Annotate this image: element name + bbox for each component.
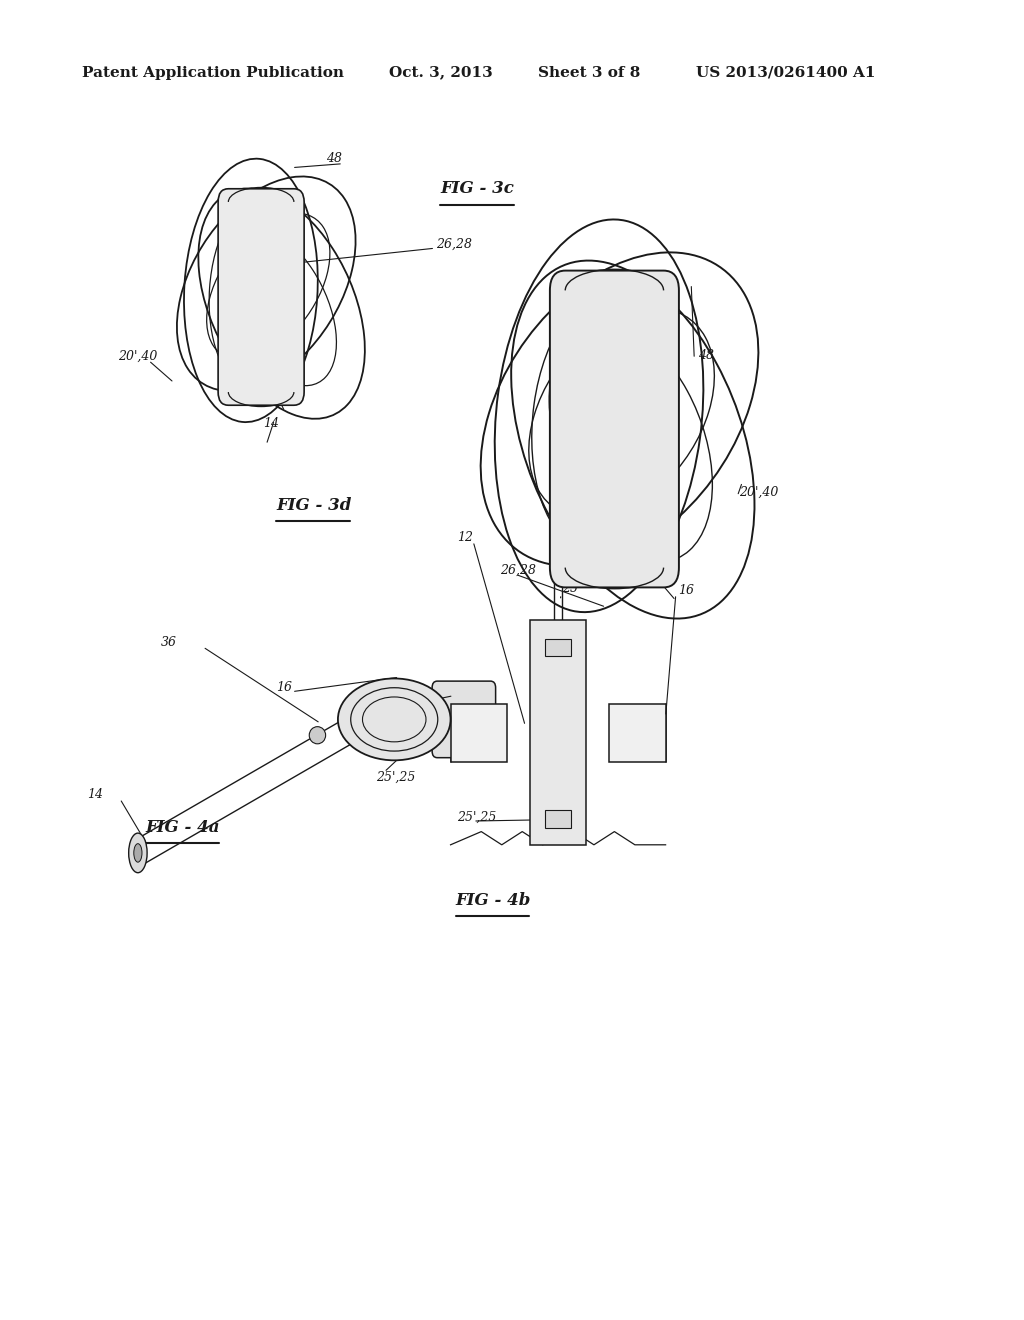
Text: 48: 48 [698, 348, 715, 362]
Bar [451, 704, 507, 762]
FancyBboxPatch shape [550, 271, 679, 587]
Text: 14: 14 [87, 788, 103, 801]
Text: FIG - 4b: FIG - 4b [456, 892, 531, 908]
Text: 12: 12 [457, 531, 473, 544]
Text: FIG - 4a: FIG - 4a [145, 820, 220, 836]
Text: 26,28: 26,28 [436, 238, 472, 251]
Text: 20',40: 20',40 [118, 350, 157, 363]
Text: FIG - 3d: FIG - 3d [276, 498, 352, 513]
Bar [609, 704, 666, 762]
Text: 48: 48 [326, 152, 342, 165]
FancyBboxPatch shape [218, 189, 304, 405]
Ellipse shape [129, 833, 147, 873]
Text: Sheet 3 of 8: Sheet 3 of 8 [538, 66, 640, 79]
Ellipse shape [338, 678, 451, 760]
Text: 25',25: 25',25 [376, 771, 415, 784]
Ellipse shape [309, 726, 326, 744]
Bar [545, 639, 571, 656]
Text: 25',25: 25',25 [457, 810, 496, 824]
Text: 16: 16 [678, 583, 694, 597]
Text: 14: 14 [657, 564, 674, 577]
Bar [545, 810, 571, 828]
Bar [530, 620, 586, 845]
Text: 16: 16 [276, 681, 293, 694]
Ellipse shape [134, 843, 142, 862]
Text: 25: 25 [562, 582, 579, 595]
Text: 14: 14 [263, 417, 280, 430]
Text: Oct. 3, 2013: Oct. 3, 2013 [389, 66, 493, 79]
Text: FIG - 3c: FIG - 3c [440, 181, 514, 197]
FancyBboxPatch shape [432, 681, 496, 758]
Text: 36: 36 [161, 636, 177, 649]
Text: 20',40: 20',40 [739, 486, 778, 499]
Text: 12: 12 [423, 693, 439, 706]
Text: Patent Application Publication: Patent Application Publication [82, 66, 344, 79]
Text: 26,28: 26,28 [500, 564, 536, 577]
Text: US 2013/0261400 A1: US 2013/0261400 A1 [696, 66, 876, 79]
